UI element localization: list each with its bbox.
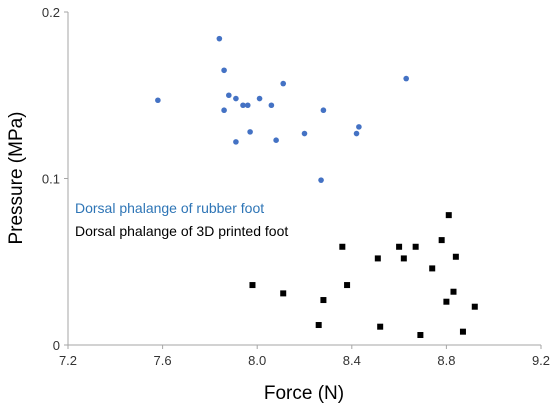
data-point-rubber-foot — [268, 102, 275, 109]
x-tick-label: 9.2 — [532, 353, 550, 368]
data-point-3d-printed-foot — [429, 265, 436, 272]
legend: Dorsal phalange of rubber foot Dorsal ph… — [75, 200, 288, 239]
data-point-rubber-foot — [155, 97, 161, 104]
data-point-3d-printed-foot — [417, 332, 424, 339]
data-point-rubber-foot — [280, 80, 287, 87]
legend-label-3d-printed-foot: Dorsal phalange of 3D printed foot — [75, 223, 288, 239]
data-point-3d-printed-foot — [315, 322, 322, 329]
data-point-rubber-foot — [216, 35, 223, 42]
data-point-3d-printed-foot — [339, 243, 346, 250]
data-point-3d-printed-foot — [450, 288, 457, 295]
data-point-3d-printed-foot — [445, 212, 452, 219]
data-point-rubber-foot — [233, 95, 239, 102]
data-point-3d-printed-foot — [459, 328, 466, 335]
axes — [67, 12, 541, 346]
data-point-rubber-foot — [226, 92, 232, 99]
data-point-3d-printed-foot — [471, 303, 478, 310]
data-point-rubber-foot — [256, 95, 263, 102]
x-tick-label: 8.8 — [437, 353, 455, 368]
data-point-3d-printed-foot — [412, 243, 419, 250]
data-point-rubber-foot — [240, 102, 246, 109]
data-point-3d-printed-foot — [280, 290, 287, 297]
data-point-rubber-foot — [273, 137, 279, 144]
x-tick-label: 7.2 — [59, 353, 77, 368]
data-point-rubber-foot — [233, 139, 239, 145]
data-point-3d-printed-foot — [438, 237, 445, 244]
data-point-rubber-foot — [356, 124, 362, 130]
data-point-rubber-foot — [320, 107, 327, 114]
data-point-rubber-foot — [247, 129, 253, 135]
y-tick-labels: 0 0.1 0.2 — [42, 5, 68, 353]
data-points — [155, 35, 478, 339]
data-point-rubber-foot — [353, 130, 360, 137]
data-point-3d-printed-foot — [452, 253, 459, 260]
x-tick-label: 7.6 — [154, 353, 172, 368]
data-point-rubber-foot — [221, 107, 227, 114]
data-point-3d-printed-foot — [344, 282, 351, 289]
data-point-rubber-foot — [318, 177, 324, 183]
y-axis-title: Pressure (MPa) — [6, 111, 27, 244]
data-point-3d-printed-foot — [396, 243, 403, 250]
y-tick-label: 0 — [53, 338, 60, 353]
x-tick-labels: 7.2 7.6 8.0 8.4 8.8 9.2 — [59, 345, 550, 368]
data-point-3d-printed-foot — [377, 323, 384, 330]
data-point-3d-printed-foot — [320, 297, 327, 304]
x-tick-label: 8.0 — [248, 353, 266, 368]
y-tick-label: 0.2 — [42, 5, 60, 20]
data-point-rubber-foot — [244, 102, 251, 109]
data-point-rubber-foot — [301, 130, 308, 137]
data-point-3d-printed-foot — [249, 282, 256, 289]
data-point-3d-printed-foot — [374, 255, 381, 262]
data-point-rubber-foot — [221, 67, 227, 74]
x-tick-label: 8.4 — [343, 353, 361, 368]
x-axis-title: Force (N) — [264, 383, 344, 404]
data-point-3d-printed-foot — [400, 255, 407, 262]
data-point-rubber-foot — [403, 75, 409, 82]
data-point-3d-printed-foot — [443, 298, 450, 305]
legend-label-rubber-foot: Dorsal phalange of rubber foot — [75, 200, 264, 216]
y-tick-label: 0.1 — [42, 172, 60, 187]
